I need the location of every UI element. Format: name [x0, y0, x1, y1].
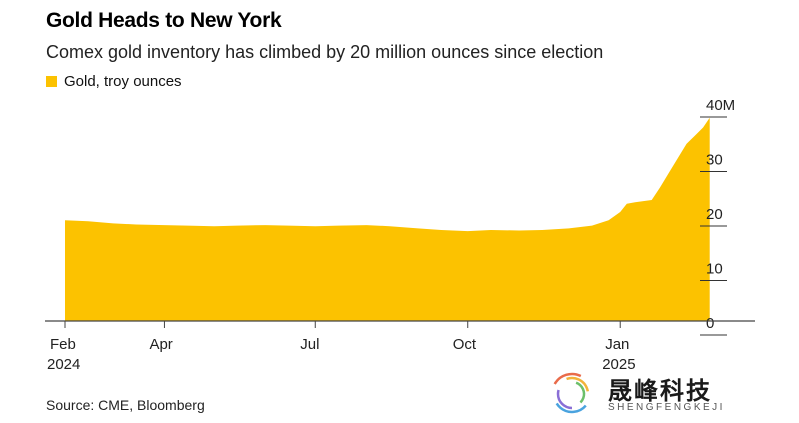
- area-layer: [65, 117, 710, 321]
- x-axis: Feb 2024 Apr Jul Oct Jan 2025: [45, 320, 755, 373]
- watermark-logo: 晟峰科技 SHENGFENGKEJI: [546, 368, 746, 418]
- y-tick-label: 10: [706, 261, 723, 278]
- x-tick-sublabel: 2024: [47, 356, 80, 373]
- x-tick-label: Apr: [149, 336, 172, 353]
- source-note: Source: CME, Bloomberg: [46, 397, 205, 413]
- y-axis: 40M 30 20 10 0: [700, 97, 735, 336]
- y-tick-label: 30: [706, 152, 723, 169]
- series-area-0: [65, 117, 710, 321]
- watermark-text-cn: 晟峰科技: [608, 378, 712, 405]
- chart-title: Gold Heads to New York: [46, 9, 282, 32]
- watermark-swirl-icon: [550, 372, 594, 416]
- x-tick-label: Oct: [453, 336, 477, 353]
- x-tick-sublabel: 2025: [602, 356, 635, 373]
- x-tick-label: Jan: [605, 336, 629, 353]
- legend: Gold, troy ounces: [46, 73, 182, 90]
- y-tick-label: 0: [706, 315, 714, 332]
- y-tick-label: 20: [706, 206, 723, 223]
- y-tick-label: 40M: [706, 97, 735, 114]
- legend-swatch: [46, 76, 57, 87]
- legend-label: Gold, troy ounces: [64, 73, 182, 90]
- chart-subtitle: Comex gold inventory has climbed by 20 m…: [46, 42, 604, 62]
- x-tick-label: Feb: [50, 336, 76, 353]
- x-tick-label: Jul: [300, 336, 319, 353]
- watermark-text-en: SHENGFENGKEJI: [608, 402, 725, 413]
